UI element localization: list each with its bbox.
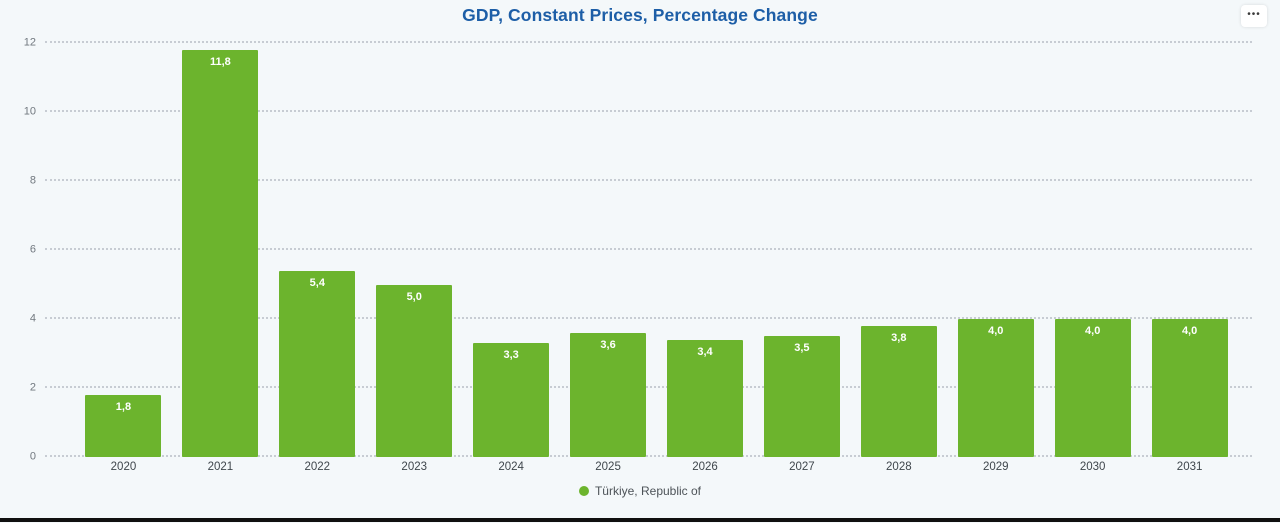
bar-2029[interactable]: 4,0 xyxy=(957,319,1034,457)
y-tick-label: 10 xyxy=(23,105,36,118)
x-tick-label-2025: 2025 xyxy=(595,461,621,473)
bar-slot: 3,8 xyxy=(850,43,947,457)
y-tick-label: 12 xyxy=(23,36,36,49)
bar-value-label: 3,3 xyxy=(503,349,519,362)
legend-series-dot-icon xyxy=(578,486,589,496)
x-axis-labels: 2020 2021 2022 2023 2024 2025 2026 2027 2028 2029… xyxy=(75,461,1238,473)
plot-area: 0 2 4 6 8 10 12 1,8 11,8 5,4 5,0 3,3 3,6 3,4 3,5 3,8 4,0… xyxy=(24,36,1252,462)
bar-slot: 3,6 xyxy=(560,43,657,457)
bar-2023[interactable]: 5,0 xyxy=(376,284,453,457)
y-tick-label: 6 xyxy=(29,243,36,256)
bar-slot: 3,3 xyxy=(463,43,560,457)
bar-2021[interactable]: 11,8 xyxy=(182,49,259,457)
bar-2020[interactable]: 1,8 xyxy=(85,394,162,457)
gridline: 10 xyxy=(24,105,1252,117)
bar-2022[interactable]: 5,4 xyxy=(279,270,356,457)
x-tick-label-2024: 2024 xyxy=(498,461,524,473)
gridline: 4 xyxy=(30,312,1252,324)
bar-value-label: 5,0 xyxy=(406,290,422,303)
page-title: GDP, Constant Prices, Percentage Change xyxy=(462,5,818,25)
bar-slot: 1,8 xyxy=(75,43,172,457)
gridline: 8 xyxy=(30,174,1252,186)
legend[interactable]: Türkiye, Republic of xyxy=(0,484,1280,498)
bar-value-label: 1,8 xyxy=(115,400,132,413)
bar-slot: 11,8 xyxy=(172,43,269,457)
chart-options-button[interactable]: ••• xyxy=(1241,5,1267,27)
x-tick-label-2026: 2026 xyxy=(692,461,718,473)
bar-2028[interactable]: 3,8 xyxy=(860,325,937,457)
bar-slot: 4,0 xyxy=(1044,43,1141,457)
y-tick-label: 4 xyxy=(29,312,36,325)
y-tick-label: 2 xyxy=(29,381,36,394)
gridline: 0 xyxy=(30,450,1252,462)
bar-slot: 4,0 xyxy=(947,43,1044,457)
gridline: 12 xyxy=(24,36,1252,48)
x-tick-label-2020: 2020 xyxy=(110,461,137,473)
x-tick-label-2022: 2022 xyxy=(304,461,331,473)
legend-series-label: Türkiye, Republic of xyxy=(594,484,702,498)
bar-value-label: 11,8 xyxy=(209,55,231,68)
bar-value-label: 4,0 xyxy=(988,325,1004,338)
bar-value-label: 5,4 xyxy=(309,276,325,289)
bar-2024[interactable]: 3,3 xyxy=(473,343,550,457)
bar-value-label: 3,5 xyxy=(794,342,810,355)
bar-value-label: 3,8 xyxy=(891,331,907,344)
x-tick-label-2030: 2030 xyxy=(1079,461,1106,473)
bar-value-label: 3,6 xyxy=(600,338,616,351)
gridline: 6 xyxy=(30,243,1252,255)
bottom-window-edge xyxy=(0,518,1280,522)
bar-slot: 3,5 xyxy=(753,43,850,457)
x-tick-label-2023: 2023 xyxy=(401,461,428,473)
y-tick-label: 0 xyxy=(29,450,36,463)
x-tick-label-2031: 2031 xyxy=(1176,461,1203,473)
x-tick-label-2029: 2029 xyxy=(982,461,1009,473)
bar-value-label: 4,0 xyxy=(1181,325,1198,338)
bar-slot: 3,4 xyxy=(657,43,754,457)
bars-row: 1,8 11,8 5,4 5,0 3,3 3,6 3,4 3,5 3,8 4,0 4,0 4,0 xyxy=(75,43,1238,457)
x-tick-label-2028: 2028 xyxy=(886,461,912,473)
bar-value-label: 3,4 xyxy=(697,345,713,358)
bar-slot: 5,4 xyxy=(269,43,366,457)
bar-value-label: 4,0 xyxy=(1085,325,1101,338)
gridline: 2 xyxy=(30,381,1252,393)
bar-2027[interactable]: 3,5 xyxy=(763,336,840,457)
bar-2025[interactable]: 3,6 xyxy=(570,332,647,457)
bar-2031[interactable]: 4,0 xyxy=(1151,319,1228,457)
bar-slot: 5,0 xyxy=(366,43,463,457)
bar-2026[interactable]: 3,4 xyxy=(666,339,743,457)
y-tick-label: 8 xyxy=(29,174,36,187)
bar-2030[interactable]: 4,0 xyxy=(1054,319,1131,457)
x-tick-label-2027: 2027 xyxy=(789,461,815,473)
x-tick-label-2021: 2021 xyxy=(207,461,234,473)
bar-slot: 4,0 xyxy=(1141,43,1238,457)
ellipsis-icon: ••• xyxy=(1247,8,1261,20)
